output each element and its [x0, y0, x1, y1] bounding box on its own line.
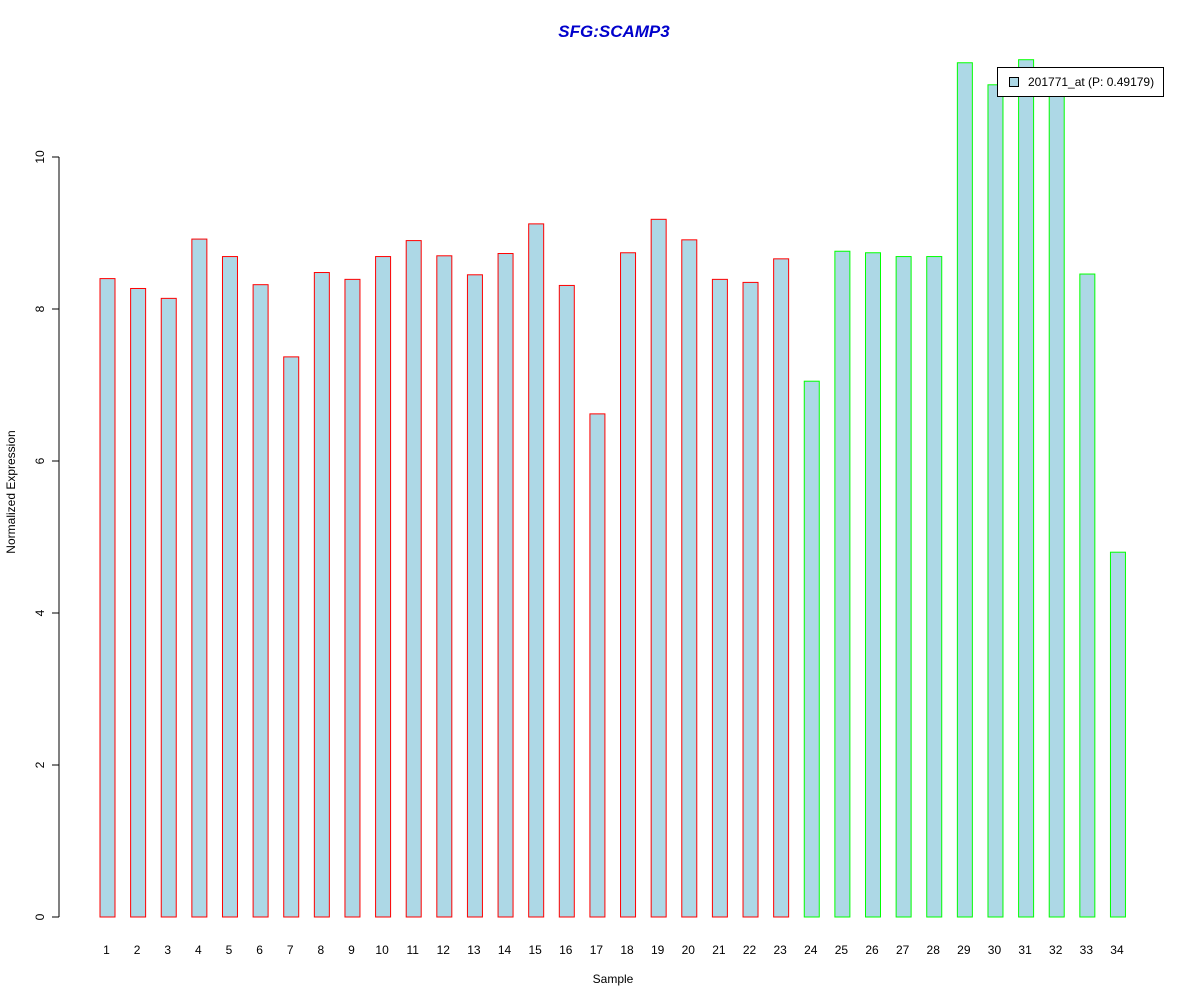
x-tick-label: 13: [467, 943, 481, 957]
y-tick-label: 8: [33, 305, 47, 312]
bars: [99, 59, 1126, 918]
bar: [926, 256, 943, 918]
bar: [1109, 551, 1126, 918]
bar: [405, 240, 422, 918]
x-tick-label: 7: [287, 943, 294, 957]
x-tick-label: 24: [804, 943, 818, 957]
bar: [711, 278, 728, 918]
bar: [895, 256, 912, 918]
x-tick-label: 21: [712, 943, 726, 957]
legend-label: 201771_at (P: 0.49179): [1028, 75, 1154, 89]
bar: [99, 278, 116, 918]
x-tick-label: 15: [529, 943, 543, 957]
x-tick-label: 26: [865, 943, 879, 957]
y-axis-label: Normalized Expression: [4, 430, 18, 553]
bar: [742, 281, 759, 918]
bar: [1079, 273, 1096, 918]
y-tick-label: 2: [33, 761, 47, 768]
y-tick-label: 4: [33, 609, 47, 616]
bar: [497, 253, 514, 918]
x-tick-label: 28: [927, 943, 941, 957]
bar: [130, 287, 147, 918]
x-tick-label: 1: [103, 943, 110, 957]
bar: [283, 356, 300, 918]
legend-box: [997, 67, 1164, 97]
x-tick-label: 29: [957, 943, 971, 957]
bar: [589, 413, 606, 918]
x-tick-label: 3: [164, 943, 171, 957]
bar: [221, 256, 238, 918]
legend-swatch: [1009, 77, 1019, 87]
bar: [436, 255, 453, 918]
bar: [865, 252, 881, 918]
x-tick-label: 18: [620, 943, 634, 957]
x-tick-label: 14: [498, 943, 512, 957]
bar: [650, 218, 667, 918]
x-tick-label: 32: [1049, 943, 1063, 957]
x-tick-label: 10: [375, 943, 389, 957]
x-tick-label: 4: [195, 943, 202, 957]
bar: [466, 274, 483, 918]
x-tick-label: 12: [437, 943, 451, 957]
bar: [252, 284, 269, 918]
bar: [1018, 59, 1035, 918]
bar: [803, 380, 820, 918]
x-tick-label: 5: [226, 943, 233, 957]
x-tick-label: 34: [1110, 943, 1124, 957]
chart-title: SFG:SCAMP3: [558, 22, 670, 41]
y-tick-label: 6: [33, 457, 47, 464]
bar: [620, 252, 637, 918]
x-tick-labels: 1 2 3 4 5 6 7 8 9 10 11 12 13 14 15 16 17 18 19 20 21 22 23 24 2…: [103, 943, 1124, 957]
y-axis: 0 2 4 6 8 10: [33, 150, 60, 920]
x-tick-label: 33: [1080, 943, 1094, 957]
bar: [681, 239, 698, 918]
bar: [1048, 91, 1065, 918]
x-tick-label: 20: [682, 943, 696, 957]
x-tick-label: 27: [896, 943, 910, 957]
bar: [956, 62, 973, 918]
x-tick-label: 6: [256, 943, 263, 957]
bar: [160, 297, 177, 918]
legend: 201771_at (P: 0.49179): [997, 67, 1164, 97]
bar: [528, 223, 545, 918]
x-tick-label: 22: [743, 943, 757, 957]
x-tick-label: 9: [348, 943, 355, 957]
x-tick-label: 30: [988, 943, 1002, 957]
x-tick-label: 8: [317, 943, 324, 957]
x-tick-label: 19: [651, 943, 665, 957]
y-tick-label: 10: [33, 150, 47, 164]
bar: [344, 278, 361, 918]
bar: [773, 258, 790, 918]
x-tick-label: 2: [134, 943, 141, 957]
x-tick-label: 31: [1018, 943, 1032, 957]
x-tick-label: 16: [559, 943, 573, 957]
bar: [375, 256, 392, 918]
bar: [191, 238, 208, 918]
bar: [834, 250, 851, 918]
y-tick-label: 0: [33, 913, 47, 920]
bar: [558, 284, 575, 918]
x-tick-label: 23: [773, 943, 787, 957]
x-tick-label: 11: [406, 943, 419, 957]
bar: [987, 84, 1004, 918]
bar: [313, 272, 330, 918]
x-tick-label: 25: [835, 943, 849, 957]
x-axis-label: Sample: [593, 972, 634, 986]
x-tick-label: 17: [590, 943, 604, 957]
